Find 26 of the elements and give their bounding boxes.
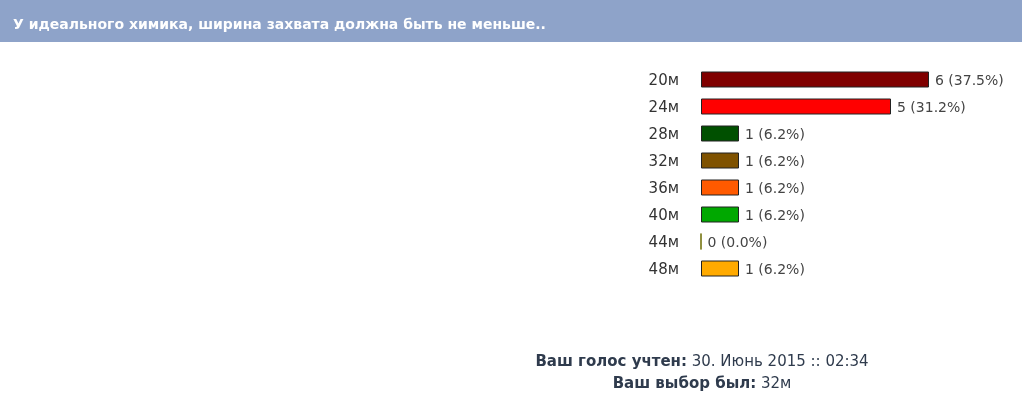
y-tick-label: 24м bbox=[648, 97, 679, 116]
bar bbox=[701, 125, 739, 142]
bar bbox=[701, 260, 739, 277]
data-label: 1 (6.2%) bbox=[745, 125, 805, 142]
y-tick-label: 20м bbox=[648, 70, 679, 89]
data-label: 5 (31.2%) bbox=[897, 98, 966, 115]
y-tick-label: 36м bbox=[648, 178, 679, 197]
bar bbox=[701, 179, 739, 196]
text: Ваш голос учтен: 30. Июнь 2015 :: 02:34 bbox=[535, 351, 869, 370]
y-tick-label: 40м bbox=[648, 205, 679, 224]
data-label: 0 (0.0%) bbox=[707, 233, 768, 250]
data-label: 1 (6.2%) bbox=[745, 152, 805, 169]
data-label: 1 (6.2%) bbox=[745, 260, 805, 277]
bar bbox=[701, 152, 739, 169]
text: Ваш выбор был: 32м bbox=[612, 373, 792, 392]
y-tick-label: 44м bbox=[648, 232, 679, 251]
bar bbox=[701, 206, 739, 223]
data-label: 1 (6.2%) bbox=[745, 179, 805, 196]
data-label: 6 (37.5%) bbox=[935, 71, 1004, 88]
y-tick-label: 28м bbox=[648, 124, 679, 143]
data-label: 1 (6.2%) bbox=[745, 206, 805, 223]
y-tick-label: 32м bbox=[648, 151, 679, 170]
bar bbox=[701, 71, 929, 88]
y-tick-label: 48м bbox=[648, 259, 679, 278]
bar bbox=[701, 98, 891, 115]
text: У идеального химика, ширина захвата должна быть не меньше.. bbox=[13, 16, 546, 32]
